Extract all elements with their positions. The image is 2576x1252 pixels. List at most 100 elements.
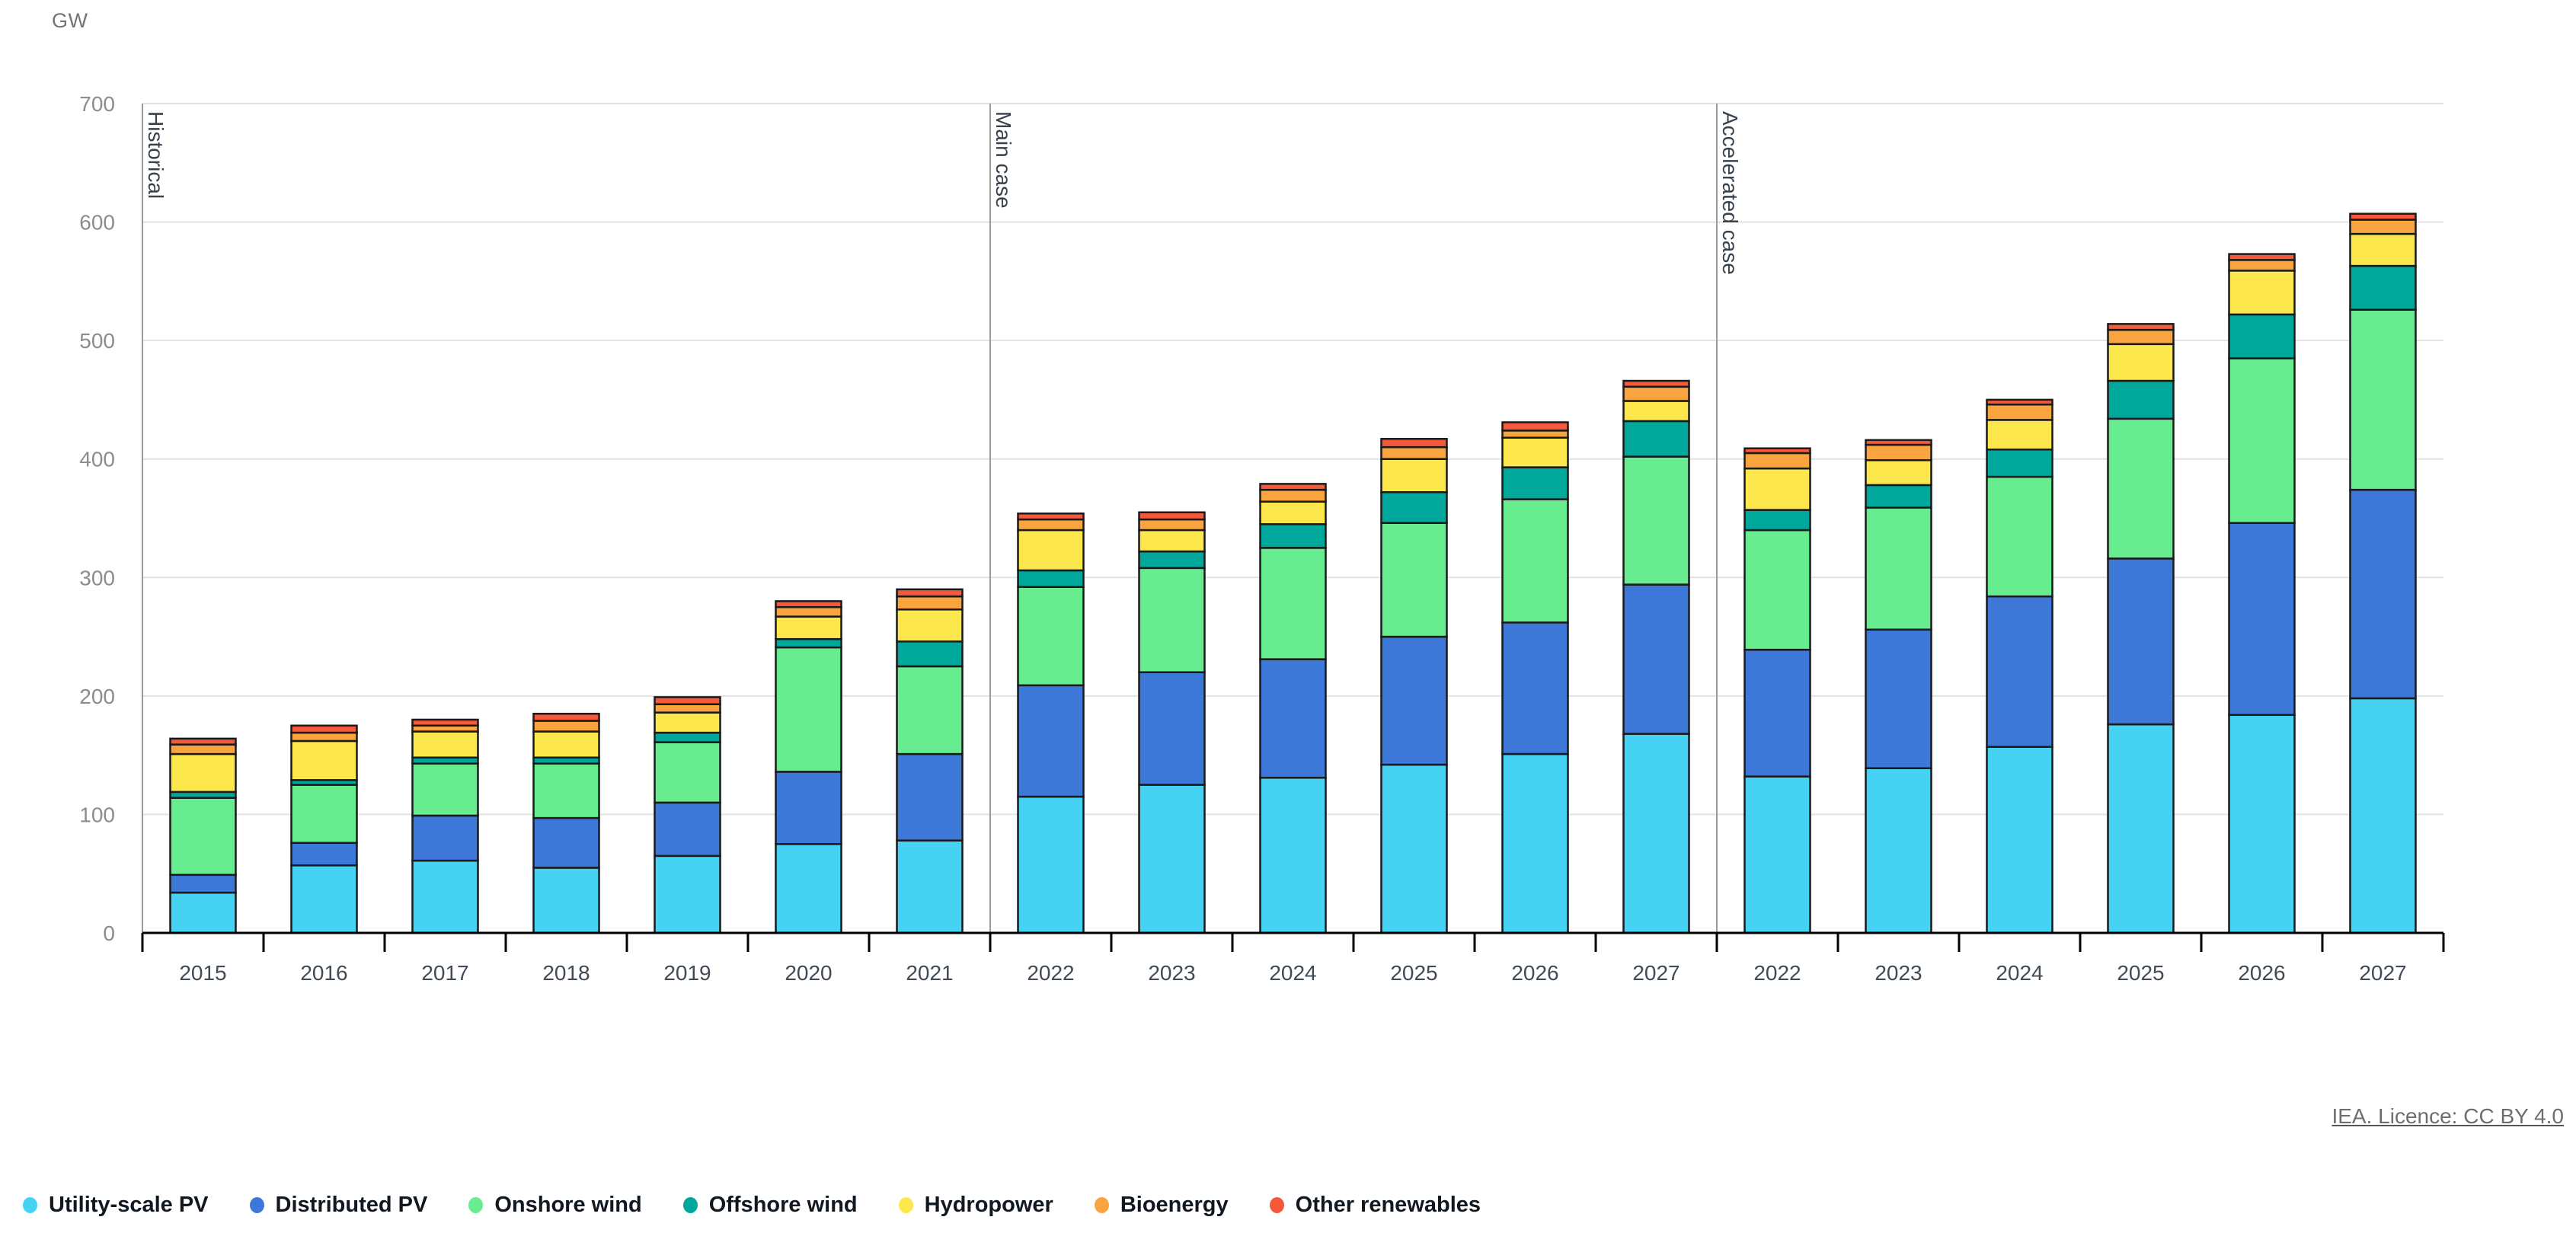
bar-segment-offshore-wind-main-case-2025[interactable]	[1380, 491, 1448, 524]
bar-segment-other-renewables-historical-2016[interactable]	[290, 724, 358, 734]
bar-segment-other-renewables-historical-2018[interactable]	[532, 712, 600, 722]
bar-segment-distributed-pv-accelerated-case-2025[interactable]	[2107, 557, 2175, 726]
bar-segment-onshore-wind-accelerated-case-2025[interactable]	[2107, 417, 2175, 560]
bar-segment-utility-scale-pv-historical-2019[interactable]	[654, 854, 721, 934]
bar-segment-onshore-wind-main-case-2026[interactable]	[1501, 498, 1569, 624]
bar-segment-other-renewables-main-case-2024[interactable]	[1259, 483, 1327, 491]
bar-segment-other-renewables-accelerated-case-2022[interactable]	[1743, 447, 1811, 455]
bar-segment-onshore-wind-main-case-2022[interactable]	[1017, 586, 1085, 687]
bar-segment-bioenergy-historical-2020[interactable]	[775, 605, 842, 618]
bar-segment-utility-scale-pv-historical-2021[interactable]	[896, 839, 964, 934]
bar-segment-onshore-wind-accelerated-case-2024[interactable]	[1986, 475, 2053, 598]
bar-segment-other-renewables-accelerated-case-2025[interactable]	[2107, 323, 2175, 331]
bar-segment-distributed-pv-historical-2017[interactable]	[411, 814, 479, 862]
bar-segment-hydropower-accelerated-case-2024[interactable]	[1986, 419, 2053, 451]
bar-segment-hydropower-main-case-2022[interactable]	[1017, 529, 1085, 572]
bar-segment-offshore-wind-accelerated-case-2026[interactable]	[2228, 313, 2296, 359]
bar-segment-offshore-wind-accelerated-case-2023[interactable]	[1865, 484, 1932, 509]
bar-segment-distributed-pv-main-case-2024[interactable]	[1259, 658, 1327, 779]
bar-segment-other-renewables-accelerated-case-2026[interactable]	[2228, 253, 2296, 261]
bar-segment-other-renewables-historical-2017[interactable]	[411, 718, 479, 727]
bar-segment-hydropower-main-case-2024[interactable]	[1259, 500, 1327, 525]
bar-segment-utility-scale-pv-main-case-2023[interactable]	[1138, 784, 1206, 934]
bar-segment-distributed-pv-accelerated-case-2022[interactable]	[1743, 648, 1811, 778]
bar-segment-other-renewables-accelerated-case-2027[interactable]	[2349, 212, 2417, 221]
bar-segment-onshore-wind-accelerated-case-2027[interactable]	[2349, 308, 2417, 491]
bar-segment-offshore-wind-accelerated-case-2025[interactable]	[2107, 379, 2175, 420]
bar-segment-other-renewables-historical-2019[interactable]	[654, 696, 721, 705]
bar-segment-other-renewables-main-case-2022[interactable]	[1017, 513, 1085, 521]
bar-segment-other-renewables-main-case-2026[interactable]	[1501, 421, 1569, 432]
bar-segment-utility-scale-pv-historical-2015[interactable]	[169, 891, 237, 934]
bar-segment-hydropower-main-case-2023[interactable]	[1138, 529, 1206, 553]
bar-segment-onshore-wind-historical-2015[interactable]	[169, 797, 237, 877]
bar-segment-bioenergy-main-case-2022[interactable]	[1017, 518, 1085, 532]
bar-segment-hydropower-main-case-2026[interactable]	[1501, 436, 1569, 468]
bar-segment-utility-scale-pv-main-case-2022[interactable]	[1017, 795, 1085, 934]
legend-item-utility-scale-pv[interactable]: Utility-scale PV	[23, 1193, 209, 1218]
bar-segment-distributed-pv-historical-2015[interactable]	[169, 874, 237, 894]
bar-segment-utility-scale-pv-historical-2016[interactable]	[290, 864, 358, 934]
bar-segment-hydropower-historical-2019[interactable]	[654, 711, 721, 734]
bar-segment-hydropower-main-case-2027[interactable]	[1622, 400, 1690, 423]
bar-segment-bioenergy-historical-2021[interactable]	[896, 595, 964, 611]
bar-segment-utility-scale-pv-historical-2020[interactable]	[775, 843, 842, 934]
bar-segment-onshore-wind-main-case-2025[interactable]	[1380, 522, 1448, 638]
bar-segment-distributed-pv-historical-2021[interactable]	[896, 752, 964, 842]
bar-segment-utility-scale-pv-accelerated-case-2025[interactable]	[2107, 723, 2175, 934]
bar-segment-other-renewables-historical-2020[interactable]	[775, 600, 842, 608]
bar-segment-bioenergy-accelerated-case-2022[interactable]	[1743, 452, 1811, 470]
bar-segment-offshore-wind-accelerated-case-2022[interactable]	[1743, 509, 1811, 532]
bar-segment-utility-scale-pv-accelerated-case-2022[interactable]	[1743, 775, 1811, 934]
legend-item-offshore-wind[interactable]: Offshore wind	[682, 1193, 858, 1218]
bar-segment-distributed-pv-main-case-2025[interactable]	[1380, 635, 1448, 766]
bar-segment-hydropower-accelerated-case-2023[interactable]	[1865, 459, 1932, 487]
bar-segment-distributed-pv-historical-2018[interactable]	[532, 816, 600, 869]
bar-segment-utility-scale-pv-accelerated-case-2023[interactable]	[1865, 767, 1932, 934]
bar-segment-offshore-wind-main-case-2024[interactable]	[1259, 523, 1327, 549]
bar-segment-onshore-wind-main-case-2027[interactable]	[1622, 455, 1690, 586]
bar-segment-other-renewables-main-case-2023[interactable]	[1138, 511, 1206, 521]
bar-segment-utility-scale-pv-historical-2018[interactable]	[532, 867, 600, 934]
bar-segment-bioenergy-accelerated-case-2024[interactable]	[1986, 403, 2053, 421]
bar-segment-other-renewables-historical-2015[interactable]	[169, 737, 237, 746]
legend-item-hydropower[interactable]: Hydropower	[898, 1193, 1053, 1218]
bar-segment-hydropower-main-case-2025[interactable]	[1380, 458, 1448, 493]
bar-segment-distributed-pv-main-case-2023[interactable]	[1138, 671, 1206, 786]
bar-segment-offshore-wind-historical-2021[interactable]	[896, 640, 964, 668]
bar-segment-bioenergy-historical-2016[interactable]	[290, 731, 358, 743]
bar-segment-onshore-wind-main-case-2023[interactable]	[1138, 567, 1206, 673]
bar-segment-distributed-pv-main-case-2027[interactable]	[1622, 583, 1690, 735]
bar-segment-onshore-wind-historical-2017[interactable]	[411, 762, 479, 817]
bar-segment-bioenergy-main-case-2026[interactable]	[1501, 430, 1569, 439]
bar-segment-offshore-wind-historical-2019[interactable]	[654, 731, 721, 743]
bar-segment-distributed-pv-accelerated-case-2024[interactable]	[1986, 595, 2053, 749]
bar-segment-utility-scale-pv-main-case-2027[interactable]	[1622, 733, 1690, 934]
bar-segment-utility-scale-pv-historical-2017[interactable]	[411, 859, 479, 934]
bar-segment-offshore-wind-main-case-2026[interactable]	[1501, 466, 1569, 500]
bar-segment-distributed-pv-main-case-2026[interactable]	[1501, 621, 1569, 755]
bar-segment-hydropower-historical-2018[interactable]	[532, 730, 600, 759]
bar-segment-hydropower-historical-2020[interactable]	[775, 615, 842, 640]
bar-segment-onshore-wind-historical-2020[interactable]	[775, 646, 842, 773]
legend-item-onshore-wind[interactable]: Onshore wind	[468, 1193, 642, 1218]
bar-segment-utility-scale-pv-accelerated-case-2027[interactable]	[2349, 697, 2417, 934]
bar-segment-distributed-pv-accelerated-case-2026[interactable]	[2228, 522, 2296, 716]
bar-segment-offshore-wind-main-case-2027[interactable]	[1622, 420, 1690, 458]
bar-segment-offshore-wind-accelerated-case-2024[interactable]	[1986, 449, 2053, 478]
bar-segment-hydropower-accelerated-case-2025[interactable]	[2107, 343, 2175, 382]
bar-segment-bioenergy-accelerated-case-2023[interactable]	[1865, 443, 1932, 462]
bar-segment-hydropower-accelerated-case-2026[interactable]	[2228, 270, 2296, 316]
bar-segment-bioenergy-main-case-2025[interactable]	[1380, 446, 1448, 460]
bar-segment-bioenergy-historical-2018[interactable]	[532, 720, 600, 733]
bar-segment-distributed-pv-accelerated-case-2027[interactable]	[2349, 488, 2417, 700]
bar-segment-hydropower-historical-2021[interactable]	[896, 608, 964, 643]
bar-segment-bioenergy-historical-2015[interactable]	[169, 743, 237, 755]
attribution-link[interactable]: IEA. Licence: CC BY 4.0	[2332, 1104, 2564, 1128]
bar-segment-bioenergy-main-case-2024[interactable]	[1259, 488, 1327, 503]
bar-segment-onshore-wind-accelerated-case-2023[interactable]	[1865, 506, 1932, 631]
bar-segment-hydropower-accelerated-case-2022[interactable]	[1743, 467, 1811, 511]
bar-segment-onshore-wind-historical-2016[interactable]	[290, 784, 358, 845]
bar-segment-offshore-wind-main-case-2023[interactable]	[1138, 550, 1206, 570]
legend-item-bioenergy[interactable]: Bioenergy	[1094, 1193, 1229, 1218]
